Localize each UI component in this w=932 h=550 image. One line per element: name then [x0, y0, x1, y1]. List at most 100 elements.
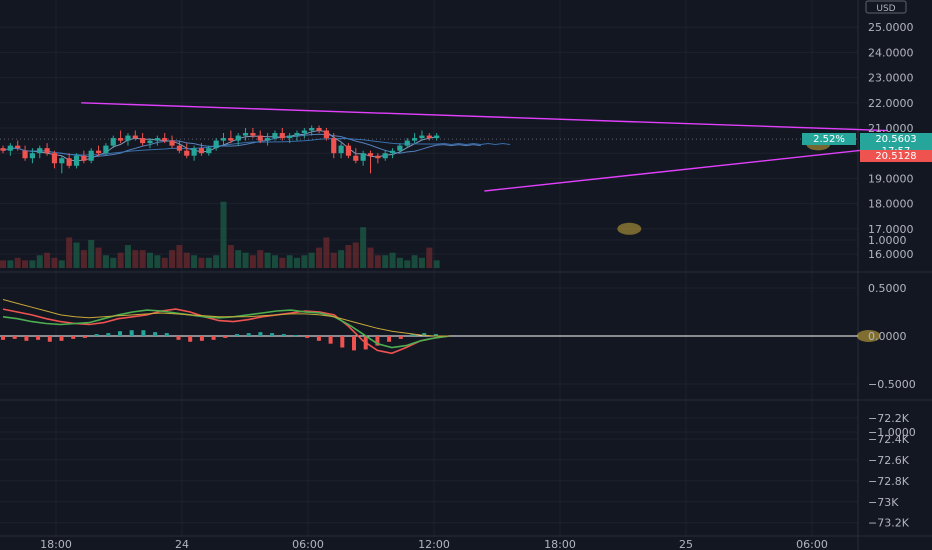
histogram-bar: [59, 336, 64, 341]
volume-bar: [117, 252, 124, 268]
histogram-bar: [235, 334, 239, 336]
highlight-marker: [856, 330, 881, 342]
time-axis[interactable]: 18:00 24 06:00 12:00 18:00 25 06:00: [40, 538, 828, 550]
volume-bar: [29, 260, 36, 268]
candle-body: [338, 145, 344, 154]
volume-bar: [433, 260, 440, 268]
histogram-bar: [352, 336, 356, 351]
candle-body: [73, 155, 80, 166]
candle-body: [265, 138, 271, 141]
candle-body: [309, 128, 315, 131]
volume-bar: [308, 252, 315, 268]
histogram-bar: [246, 333, 251, 336]
time-axis-label: 12:00: [418, 538, 450, 550]
histogram-bar: [270, 333, 275, 336]
histogram-bar: [433, 334, 438, 336]
volume-bar: [132, 250, 139, 268]
candle-body: [29, 153, 35, 159]
histogram-bar: [398, 336, 403, 339]
volume-bar: [294, 257, 300, 268]
time-axis-label: 06:00: [292, 538, 324, 550]
axis-tick-label: 22.0000: [868, 97, 914, 110]
volume-bar: [271, 255, 278, 268]
candle-body: [257, 135, 263, 141]
histogram-bar: [36, 336, 41, 340]
volume-bar: [242, 252, 249, 268]
volume-bar: [227, 245, 234, 268]
axis-tick-label: 24.0000: [868, 46, 914, 59]
candle-body: [132, 135, 138, 139]
candle-body: [272, 133, 278, 139]
histogram-bar: [316, 336, 321, 341]
axis-tick-label: 25.0000: [868, 21, 914, 34]
volume-bar: [44, 252, 51, 268]
histogram-bar: [410, 334, 415, 336]
time-axis-label: 24: [175, 538, 189, 550]
candle-body: [242, 133, 249, 136]
volume-bar: [426, 247, 433, 268]
volume-bar: [7, 260, 14, 268]
histogram-bar: [188, 336, 193, 342]
candle-body: [412, 138, 418, 141]
axis-tick-label: −72.2K: [868, 412, 910, 425]
histogram-bar: [118, 331, 122, 336]
candle-body: [0, 148, 6, 151]
time-axis-label: 25: [679, 538, 693, 550]
candle-body: [118, 138, 124, 141]
volume-bar: [396, 257, 403, 268]
histogram-bar: [12, 336, 17, 339]
volume-bar: [316, 247, 323, 268]
volume-bar: [80, 250, 87, 268]
candle-body: [169, 140, 175, 146]
candle-body: [198, 148, 205, 154]
time-axis-label: 18:00: [544, 538, 576, 550]
axis-tick-label: 16.0000: [868, 248, 914, 261]
volume-bar: [14, 257, 21, 268]
candle-body: [81, 155, 87, 161]
candle-body: [382, 153, 388, 159]
candlesticks: [0, 125, 440, 174]
volume-bar: [22, 260, 29, 268]
axis-tick-label: 0.0000: [868, 330, 907, 343]
volume-bar: [220, 201, 227, 268]
candle-body: [22, 150, 28, 159]
histogram-bar: [199, 336, 204, 341]
volume-bar: [51, 257, 58, 268]
candle-body: [37, 148, 43, 154]
volume-bar: [367, 247, 374, 268]
candle-body: [220, 138, 227, 141]
candle-body: [213, 140, 219, 149]
candle-body: [103, 145, 109, 154]
candle-body: [287, 135, 293, 139]
candle-body: [389, 150, 396, 154]
time-axis-label: 06:00: [796, 538, 828, 550]
candle-body: [345, 145, 352, 156]
axis-tick-label: −72.8K: [868, 475, 910, 488]
histogram-bar: [24, 336, 29, 341]
volume-bar: [161, 257, 168, 268]
volume-bar: [418, 257, 425, 268]
candle-body: [404, 140, 410, 146]
axis-tick-label: −72.4K: [868, 433, 910, 446]
candle-body: [162, 138, 168, 141]
axis-tick-label: 1.0000: [868, 234, 907, 247]
change-badge-label: 2.52%: [813, 134, 845, 145]
volume-bar: [235, 250, 242, 268]
candle-body: [125, 135, 131, 141]
volume-bar: [338, 250, 345, 268]
axis-unit-label: USD: [876, 4, 895, 14]
candle-body: [88, 150, 94, 161]
histogram-bar: [305, 336, 310, 338]
candle-body: [397, 145, 403, 151]
price-axis[interactable]: 25.000024.000023.000022.000021.000020.00…: [865, 0, 916, 530]
histogram-bar: [94, 334, 99, 336]
volume-bar: [191, 255, 198, 268]
volume-bar: [279, 257, 286, 268]
axis-tick-label: 23.0000: [868, 72, 914, 85]
volume-bar: [360, 227, 367, 268]
candle-body: [95, 150, 102, 154]
histogram-bar: [223, 336, 228, 338]
moving-average-line: [2, 137, 511, 156]
volume-bar: [147, 252, 153, 268]
